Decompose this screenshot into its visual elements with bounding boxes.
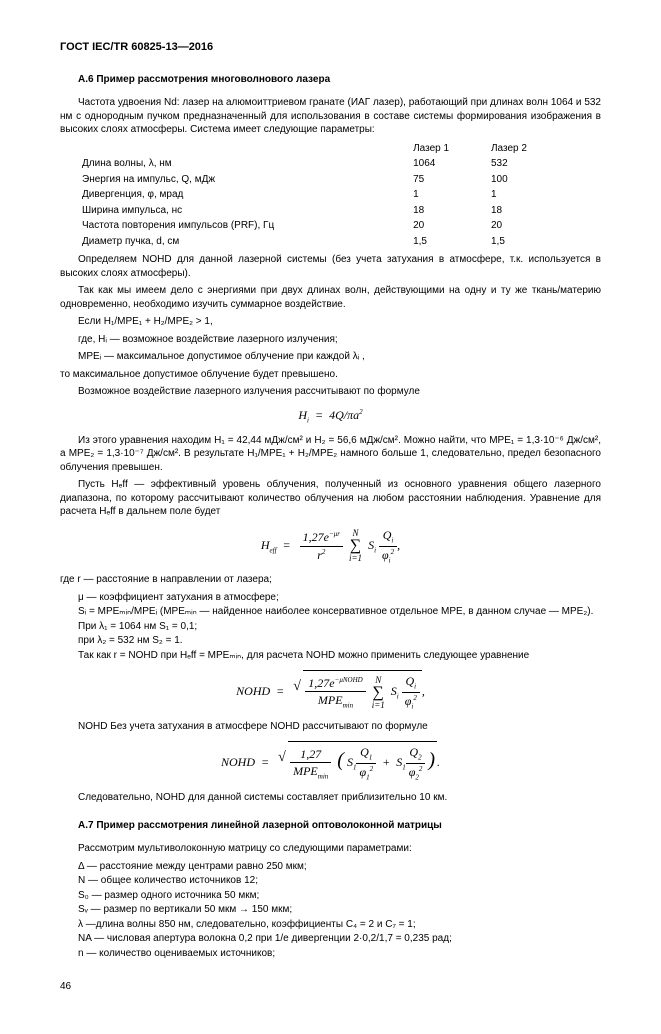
a7-param-list: Δ — расстояние между центрами равно 250 … <box>78 860 601 961</box>
a7-intro: Рассмотрим мультиволоконную матрицу со с… <box>60 842 601 856</box>
a6-p10: где r — расстояние в направлении от лазе… <box>60 573 601 587</box>
document-header: ГОСТ IEC/TR 60825-13—2016 <box>60 40 601 55</box>
a7-param: λ —длина волны 850 нм, следовательно, ко… <box>78 918 601 932</box>
a6-defs: μ — коэффициент затухания в атмосфере; S… <box>78 591 601 663</box>
formula-hi: Hi = 4Q/πa2 <box>60 407 601 426</box>
table-header-row: Лазер 1 Лазер 2 <box>78 141 565 157</box>
formula-heff: Heff = 1,27e−μrr2 N∑i=1 Si Qiφi2, <box>60 527 601 566</box>
a7-param: NA — числовая апертура волокна 0,2 при 1… <box>78 932 601 946</box>
page-number: 46 <box>60 980 601 994</box>
a7-param: Sᵥ — размер по вертикали 50 мкм → 150 мк… <box>78 903 601 917</box>
a6-p4: где, Hᵢ — возможное воздействие лазерног… <box>60 333 601 347</box>
a6-p5: MPEᵢ — максимальное допустимое облучение… <box>60 350 601 364</box>
a6-p9: Пусть Hₑff — эффективный уровень облучен… <box>60 478 601 519</box>
table-row: Длина волны, λ, нм1064532 <box>78 156 565 172</box>
section-a6-title: А.6 Пример рассмотрения многоволнового л… <box>78 73 601 87</box>
table-row: Частота повторения импульсов (PRF), Гц20… <box>78 218 565 234</box>
table-row: Ширина импульса, нс1818 <box>78 203 565 219</box>
a6-p3: Если H₁/MPE₁ + H₂/MPE₂ > 1, <box>60 315 601 329</box>
a6-intro: Частота удвоения Nd: лазер на алюмоиттри… <box>60 96 601 137</box>
def-l1: При λ₁ = 1064 нм S₁ = 0,1; <box>78 620 601 634</box>
a6-p1: Определяем NOHD для данной лазерной сист… <box>60 253 601 280</box>
col-laser2: Лазер 2 <box>487 141 565 157</box>
a6-p2: Так как мы имеем дело с энергиями при дв… <box>60 284 601 311</box>
a6-p7: Возможное воздействие лазерного излучени… <box>60 385 601 399</box>
col-laser1: Лазер 1 <box>409 141 487 157</box>
def-mu: μ — коэффициент затухания в атмосфере; <box>78 591 601 605</box>
table-row: Энергия на импульс, Q, мДж75100 <box>78 172 565 188</box>
a6-p16: NOHD Без учета затухания в атмосфере NOH… <box>60 720 601 734</box>
def-l2: при λ₂ = 532 нм S₂ = 1. <box>78 634 601 648</box>
def-r: Так как r = NOHD при Hₑff = MPEₘᵢₙ, для … <box>78 649 601 663</box>
a6-p8: Из этого уравнения находим H₁ = 42,44 мД… <box>60 434 601 475</box>
a7-param: Δ — расстояние между центрами равно 250 … <box>78 860 601 874</box>
a7-param: n — количество оцениваемых источников; <box>78 947 601 961</box>
table-row: Дивергенция, φ, мрад11 <box>78 187 565 203</box>
a7-param: N — общее количество источников 12; <box>78 874 601 888</box>
a6-p17: Следовательно, NOHD для данной системы с… <box>60 791 601 805</box>
laser-params-table: Лазер 1 Лазер 2 Длина волны, λ, нм106453… <box>78 141 565 250</box>
a6-p6: то максимальное допустимое облучение буд… <box>60 368 601 382</box>
section-a7-title: А.7 Пример рассмотрения линейной лазерно… <box>78 819 601 833</box>
def-si: Sᵢ = MPEₘᵢₙ/MPEᵢ (MPEₘᵢₙ — найденное наи… <box>78 605 601 619</box>
a7-param: S₀ — размер одного источника 50 мкм; <box>78 889 601 903</box>
formula-nohd2: NOHD = 1,27MPEmin ( S1Q1φ12 + S1Q2φ22 ) … <box>60 741 601 783</box>
formula-nohd1: NOHD = 1,27e−μNOHDMPEmin N∑i=1 Si Qiφi2 … <box>60 670 601 712</box>
table-row: Диаметр пучка, d, см1,51,5 <box>78 234 565 250</box>
